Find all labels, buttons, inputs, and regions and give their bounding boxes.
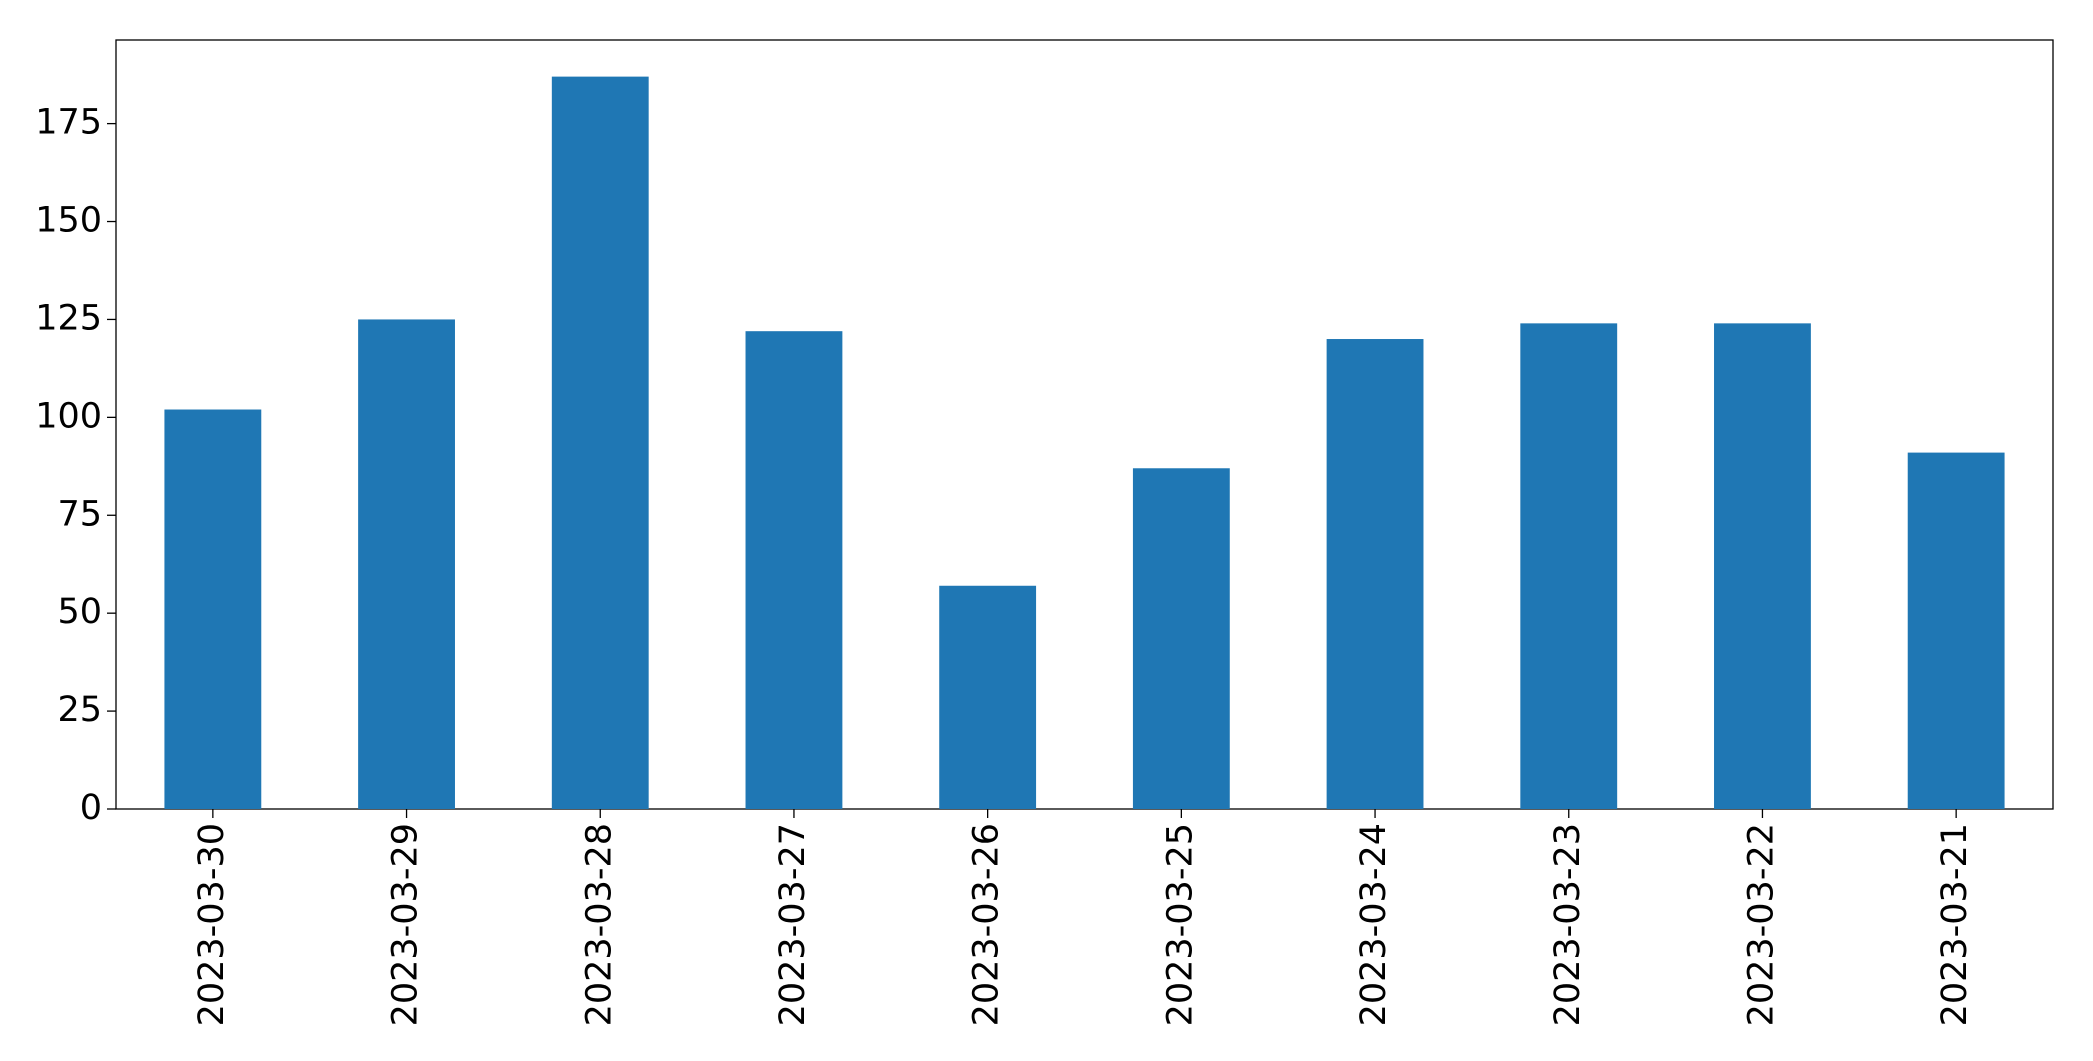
bar: [1326, 339, 1424, 809]
x-tick-label: 2023-03-25: [1160, 823, 1200, 1026]
bar: [745, 331, 843, 809]
bar: [1714, 323, 1811, 809]
y-tick-label: 100: [35, 396, 102, 436]
x-tick-label: 2023-03-30: [192, 823, 232, 1026]
bar: [358, 319, 455, 809]
x-tick-label: 2023-03-22: [1741, 823, 1781, 1026]
y-tick-label: 175: [35, 103, 102, 143]
x-tick-label: 2023-03-23: [1548, 823, 1588, 1026]
bar: [1520, 323, 1618, 809]
bar: [164, 409, 262, 809]
x-tick-label: 2023-03-27: [773, 823, 813, 1026]
y-tick-label: 75: [57, 494, 102, 534]
y-tick-label: 50: [57, 592, 102, 632]
bar: [1907, 452, 2005, 809]
bar: [1132, 468, 1230, 809]
y-tick-label: 125: [35, 298, 102, 338]
x-tick-label: 2023-03-21: [1935, 823, 1975, 1026]
y-tick-label: 25: [57, 690, 102, 730]
y-tick-label: 0: [80, 788, 102, 828]
y-tick-label: 150: [35, 201, 102, 241]
x-tick-label: 2023-03-26: [967, 823, 1007, 1026]
x-tick-label: 2023-03-29: [386, 823, 426, 1026]
plot-frame: [115, 39, 2054, 810]
x-tick-label: 2023-03-28: [579, 823, 619, 1026]
bar: [939, 585, 1037, 809]
bar: [551, 76, 649, 810]
x-tick-label: 2023-03-24: [1354, 823, 1394, 1026]
